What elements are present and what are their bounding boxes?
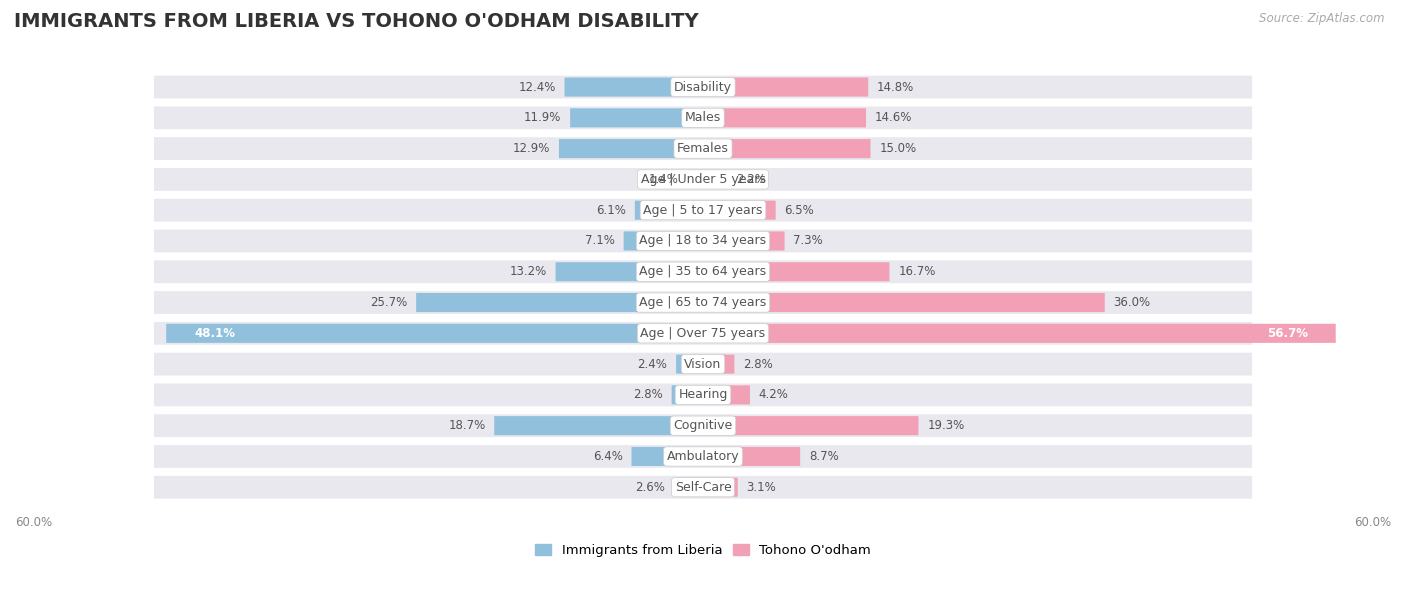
FancyBboxPatch shape	[153, 76, 1253, 99]
Text: 12.4%: 12.4%	[519, 81, 555, 94]
Text: Source: ZipAtlas.com: Source: ZipAtlas.com	[1260, 12, 1385, 25]
FancyBboxPatch shape	[153, 199, 1253, 222]
Text: Age | 65 to 74 years: Age | 65 to 74 years	[640, 296, 766, 309]
Text: 4.2%: 4.2%	[759, 389, 789, 401]
Text: 16.7%: 16.7%	[898, 265, 935, 278]
FancyBboxPatch shape	[703, 447, 800, 466]
FancyBboxPatch shape	[703, 386, 749, 405]
FancyBboxPatch shape	[703, 139, 870, 158]
Text: 18.7%: 18.7%	[449, 419, 485, 432]
FancyBboxPatch shape	[153, 106, 1253, 129]
FancyBboxPatch shape	[636, 201, 703, 220]
Text: 12.9%: 12.9%	[513, 142, 550, 155]
FancyBboxPatch shape	[495, 416, 703, 435]
FancyBboxPatch shape	[703, 108, 866, 127]
FancyBboxPatch shape	[416, 293, 703, 312]
Text: 2.8%: 2.8%	[633, 389, 662, 401]
FancyBboxPatch shape	[153, 260, 1253, 283]
Text: Ambulatory: Ambulatory	[666, 450, 740, 463]
FancyBboxPatch shape	[569, 108, 703, 127]
Text: Disability: Disability	[673, 81, 733, 94]
FancyBboxPatch shape	[153, 414, 1253, 437]
FancyBboxPatch shape	[153, 445, 1253, 468]
Text: 14.6%: 14.6%	[875, 111, 912, 124]
Text: 1.4%: 1.4%	[648, 173, 679, 186]
FancyBboxPatch shape	[560, 139, 703, 158]
Text: 11.9%: 11.9%	[524, 111, 561, 124]
Text: 56.7%: 56.7%	[1267, 327, 1308, 340]
Text: Age | 5 to 17 years: Age | 5 to 17 years	[644, 204, 762, 217]
FancyBboxPatch shape	[565, 78, 703, 97]
FancyBboxPatch shape	[631, 447, 703, 466]
FancyBboxPatch shape	[688, 170, 703, 189]
FancyBboxPatch shape	[703, 416, 918, 435]
FancyBboxPatch shape	[153, 384, 1253, 406]
Text: 8.7%: 8.7%	[808, 450, 839, 463]
FancyBboxPatch shape	[153, 137, 1253, 160]
Text: 7.3%: 7.3%	[793, 234, 823, 247]
Text: 2.2%: 2.2%	[737, 173, 766, 186]
FancyBboxPatch shape	[703, 231, 785, 250]
FancyBboxPatch shape	[703, 170, 728, 189]
Text: 6.1%: 6.1%	[596, 204, 626, 217]
Text: 6.5%: 6.5%	[785, 204, 814, 217]
Text: 19.3%: 19.3%	[928, 419, 965, 432]
FancyBboxPatch shape	[703, 293, 1105, 312]
FancyBboxPatch shape	[153, 291, 1253, 314]
FancyBboxPatch shape	[555, 262, 703, 282]
Text: 3.1%: 3.1%	[747, 481, 776, 494]
FancyBboxPatch shape	[703, 324, 1336, 343]
FancyBboxPatch shape	[166, 324, 703, 343]
FancyBboxPatch shape	[676, 354, 703, 374]
Legend: Immigrants from Liberia, Tohono O'odham: Immigrants from Liberia, Tohono O'odham	[536, 544, 870, 558]
FancyBboxPatch shape	[153, 168, 1253, 191]
FancyBboxPatch shape	[153, 230, 1253, 252]
Text: 2.6%: 2.6%	[636, 481, 665, 494]
Text: Cognitive: Cognitive	[673, 419, 733, 432]
FancyBboxPatch shape	[703, 354, 734, 374]
Text: 36.0%: 36.0%	[1114, 296, 1150, 309]
Text: Age | 18 to 34 years: Age | 18 to 34 years	[640, 234, 766, 247]
Text: Males: Males	[685, 111, 721, 124]
Text: 14.8%: 14.8%	[877, 81, 914, 94]
FancyBboxPatch shape	[153, 476, 1253, 499]
FancyBboxPatch shape	[624, 231, 703, 250]
Text: 2.8%: 2.8%	[744, 357, 773, 371]
Text: 13.2%: 13.2%	[509, 265, 547, 278]
FancyBboxPatch shape	[673, 478, 703, 497]
Text: 7.1%: 7.1%	[585, 234, 614, 247]
FancyBboxPatch shape	[153, 322, 1253, 345]
Text: 25.7%: 25.7%	[370, 296, 408, 309]
Text: Self-Care: Self-Care	[675, 481, 731, 494]
Text: Hearing: Hearing	[678, 389, 728, 401]
FancyBboxPatch shape	[703, 262, 890, 282]
Text: Age | Over 75 years: Age | Over 75 years	[641, 327, 765, 340]
Text: Females: Females	[678, 142, 728, 155]
Text: Vision: Vision	[685, 357, 721, 371]
Text: Age | 35 to 64 years: Age | 35 to 64 years	[640, 265, 766, 278]
FancyBboxPatch shape	[672, 386, 703, 405]
FancyBboxPatch shape	[703, 201, 776, 220]
FancyBboxPatch shape	[153, 353, 1253, 376]
Text: 2.4%: 2.4%	[637, 357, 668, 371]
FancyBboxPatch shape	[703, 78, 869, 97]
Text: Age | Under 5 years: Age | Under 5 years	[641, 173, 765, 186]
Text: 6.4%: 6.4%	[593, 450, 623, 463]
Text: 15.0%: 15.0%	[879, 142, 917, 155]
Text: IMMIGRANTS FROM LIBERIA VS TOHONO O'ODHAM DISABILITY: IMMIGRANTS FROM LIBERIA VS TOHONO O'ODHA…	[14, 12, 699, 31]
FancyBboxPatch shape	[703, 478, 738, 497]
Text: 48.1%: 48.1%	[194, 327, 235, 340]
